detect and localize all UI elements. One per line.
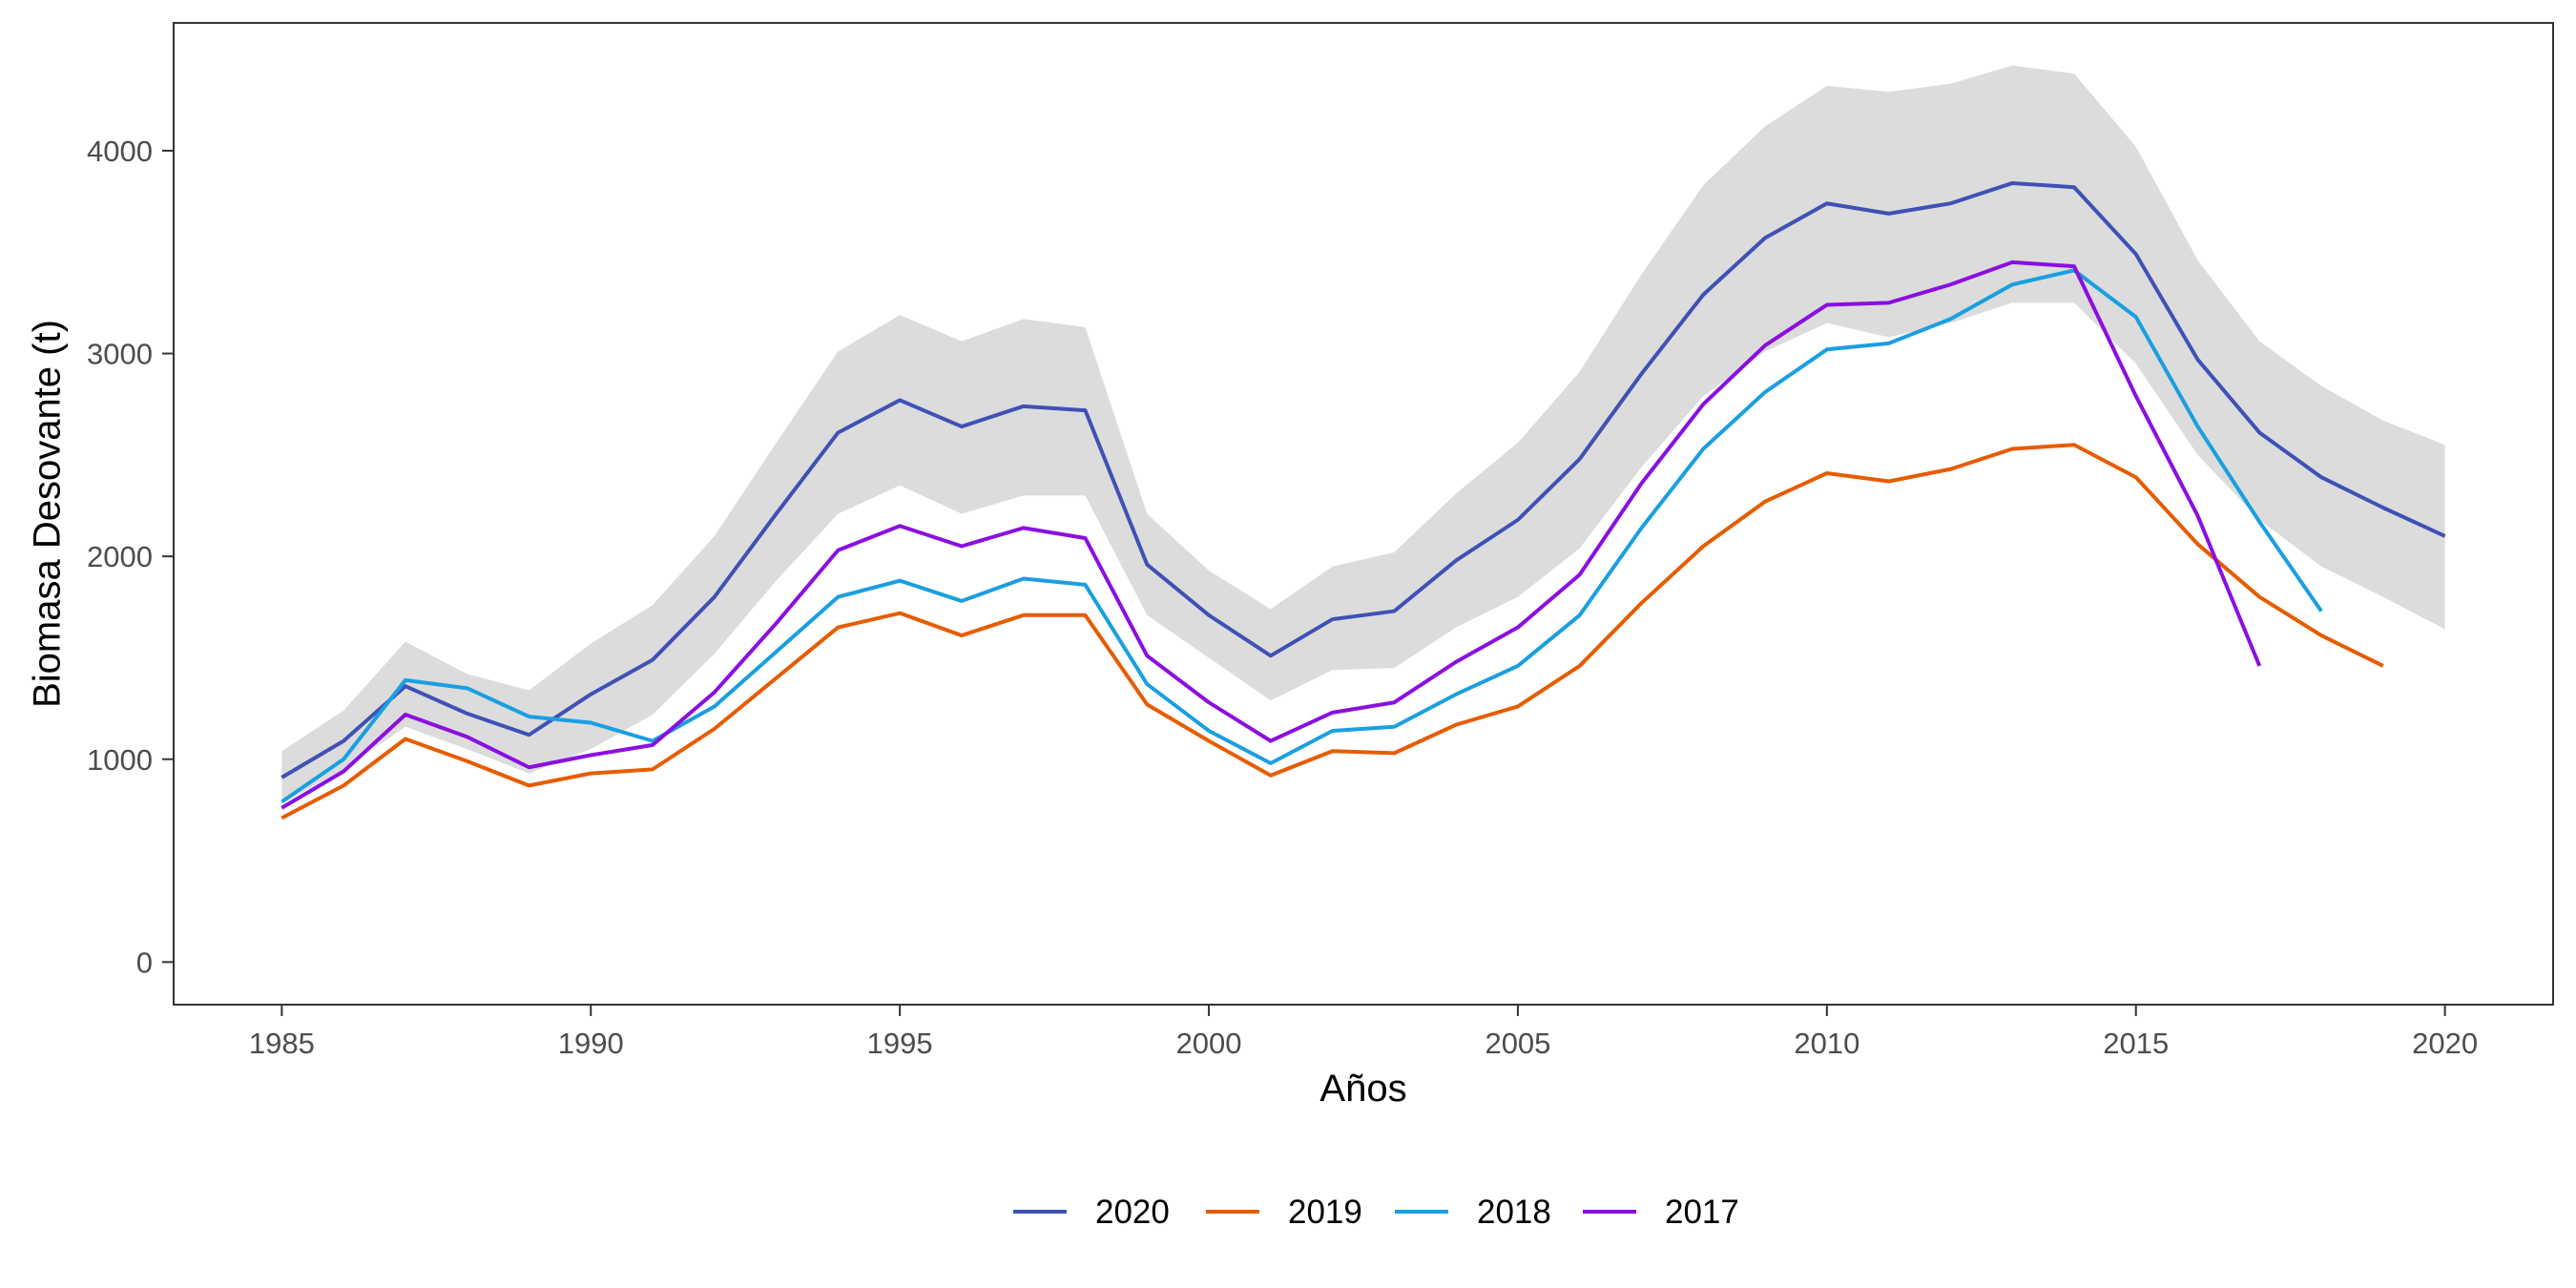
x-axis: 1985 1990 1995 2000 2005 2010 2015 2020 [249, 1005, 2478, 1060]
x-tick-label: 1985 [249, 1027, 315, 1060]
y-tick-label: 3000 [87, 338, 153, 371]
x-tick-label: 2015 [2103, 1027, 2169, 1060]
series-layer [280, 180, 2446, 821]
series-line-2019 [280, 443, 2384, 821]
legend-label-2018: 2018 [1477, 1194, 1551, 1231]
x-tick-label: 2005 [1485, 1027, 1550, 1060]
series-line-2017 [280, 260, 2262, 810]
y-axis-title: Biomasa Desovante (t) [27, 320, 69, 708]
series-line-2018 [280, 268, 2323, 804]
x-tick-label: 1990 [558, 1027, 624, 1060]
x-tick-label: 2010 [1794, 1027, 1859, 1060]
y-tick-label: 0 [136, 945, 153, 979]
legend-label-2017: 2017 [1665, 1194, 1739, 1231]
x-tick-label: 1995 [867, 1027, 933, 1060]
confidence-band [281, 65, 2445, 804]
plot-panel-border [173, 22, 2554, 1006]
y-tick-label: 4000 [87, 135, 153, 168]
y-axis: 0 1000 2000 3000 4000 [87, 135, 174, 979]
legend: 2020 2019 2018 2017 [1013, 1194, 1739, 1231]
series-line-2020 [280, 180, 2446, 779]
y-tick-label: 1000 [87, 743, 153, 777]
x-tick-label: 2020 [2412, 1027, 2478, 1060]
confidence-band-layer [281, 65, 2445, 804]
legend-label-2020: 2020 [1095, 1194, 1170, 1231]
y-tick-label: 2000 [87, 540, 153, 573]
x-axis-title: Años [1319, 1068, 1406, 1110]
x-tick-label: 2000 [1176, 1027, 1242, 1060]
legend-label-2019: 2019 [1288, 1194, 1362, 1231]
